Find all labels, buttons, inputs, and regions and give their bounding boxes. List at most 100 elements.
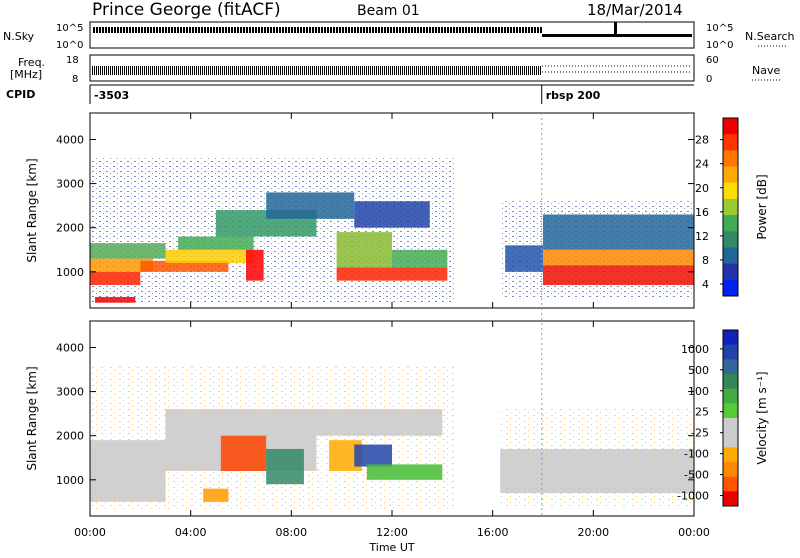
velocity-y-tick-label: 3000 [56, 386, 84, 399]
velocity-colorbar-swatch [723, 344, 738, 360]
power-panel: 1000 2000 3000 4000 Slant Range [km] 28 24 20 16… [25, 112, 769, 309]
velocity-colorbar-swatch [723, 462, 738, 478]
power-y-tick-label: 3000 [56, 178, 84, 191]
nsearch-trace [542, 34, 692, 37]
station-title: Prince George (fitACF) [92, 0, 281, 20]
freq-unit: [MHz] [10, 68, 42, 81]
power-echo-region [178, 236, 254, 250]
velocity-colorbar-swatch [723, 432, 738, 448]
power-colorbar-swatch [723, 166, 738, 184]
velocity-colorbar-tick-label: -500 [684, 469, 709, 482]
cpid-segment-label: -3503 [94, 89, 129, 102]
freq-label: Freq. [18, 56, 45, 69]
power-colorbar-tick-label: 20 [695, 182, 709, 195]
power-y-tick-label: 1000 [56, 266, 84, 279]
velocity-colorbar-tick-label: 100 [688, 385, 709, 398]
power-colorbar-tick-label: 16 [695, 206, 709, 219]
velocity-x-tick-label: 08:00 [275, 526, 307, 539]
cpid-segments: -3503 rbsp 200 [89, 85, 601, 104]
date-title: 18/Mar/2014 [587, 1, 683, 19]
power-colorbar-tick-label: 24 [695, 158, 709, 171]
power-echo-region [90, 243, 166, 259]
velocity-colorbar-tick-label: -1000 [677, 490, 709, 503]
power-colorbar-swatch [723, 198, 738, 216]
power-echo-region [336, 232, 392, 268]
velocity-x-tick-label: 20:00 [577, 526, 609, 539]
velocity-echo-region [366, 464, 443, 480]
power-colorbar-swatch [723, 215, 738, 232]
velocity-colorbar-tick-label: 25 [695, 406, 709, 419]
freq-trace [92, 66, 542, 75]
velocity-colorbar-tick-label: -25 [691, 427, 709, 440]
velocity-y-tick-label: 1000 [56, 474, 84, 487]
nsky-label: N.Sky [3, 30, 35, 43]
velocity-echo-region [203, 488, 229, 502]
power-echo-region [90, 271, 141, 286]
nave-tick-bottom: 0 [706, 74, 712, 85]
power-colorbar-swatch [723, 263, 738, 281]
power-colorbar-tick-label: 12 [695, 230, 709, 243]
power-echo-region [336, 267, 448, 281]
power-echo-region [543, 265, 694, 286]
velocity-x-tick-label: 12:00 [376, 526, 408, 539]
freq-tick-top: 18 [66, 55, 79, 66]
power-echo-region [543, 249, 694, 266]
nsky-tick-bottom: 10^0 [56, 40, 83, 51]
velocity-echo-region [500, 448, 694, 494]
velocity-colorbar-swatch [723, 330, 738, 346]
velocity-colorbar-swatch [723, 491, 738, 507]
velocity-y-axis-label: Slant Range [km] [25, 366, 39, 470]
heatmap-panels: 1000 2000 3000 4000 Slant Range [km] 28 24 20 16… [25, 112, 769, 539]
power-echo-region [354, 201, 430, 228]
cpid-segment-label: rbsp 200 [546, 89, 601, 102]
velocity-y-tick-label: 4000 [56, 341, 84, 354]
velocity-colorbar-swatch [723, 476, 738, 492]
power-y-tick-label: 4000 [56, 133, 84, 146]
power-colorbar-tick-label: 28 [695, 134, 709, 147]
power-echo-region [543, 214, 694, 250]
power-y-tick-label: 2000 [56, 222, 84, 235]
velocity-echo-region [220, 435, 267, 471]
power-colorbar-swatch [723, 150, 738, 168]
velocity-colorbar-label: Velocity [m s⁻¹] [755, 371, 769, 464]
velocity-colorbar-tick-label: -100 [684, 448, 709, 461]
power-echo-region [140, 260, 229, 272]
power-colorbar-swatch [723, 247, 738, 265]
power-echo-region [266, 192, 355, 219]
velocity-colorbar-swatch [723, 359, 738, 375]
velocity-x-tick-label: 00:00 [74, 526, 106, 539]
power-colorbar-swatch [723, 279, 738, 297]
nsky-tick-top: 10^5 [56, 23, 83, 34]
power-colorbar-swatch [723, 182, 738, 200]
velocity-x-tick-label: 16:00 [477, 526, 509, 539]
nsearch-label: N.Search [745, 30, 795, 43]
velocity-panel: 1000 2000 3000 4000 00:00 04:00 08:00 12:00 16:0… [25, 320, 769, 539]
nsky-panel [89, 21, 695, 49]
velocity-colorbar-tick-label: 1000 [681, 343, 709, 356]
freq-panel [89, 54, 695, 82]
beam-title: Beam 01 [357, 3, 420, 19]
power-echo-region [392, 249, 448, 268]
power-colorbar-swatch [723, 134, 738, 151]
nave-label: Nave [752, 64, 780, 77]
velocity-colorbar-frame [722, 329, 739, 507]
cpid-label: CPID [6, 88, 35, 101]
nsky-spike [614, 22, 617, 34]
velocity-colorbar-tick-label: 500 [688, 364, 709, 377]
x-axis-label: Time UT [368, 541, 414, 554]
velocity-colorbar-swatch [723, 418, 738, 434]
velocity-colorbar-swatch [723, 403, 738, 419]
power-colorbar-swatch [723, 231, 738, 248]
velocity-echo-region [90, 440, 166, 502]
nsearch-tick-bottom: 10^0 [706, 40, 733, 51]
power-echo-region [95, 296, 136, 303]
nave-tick-top: 60 [706, 55, 719, 66]
power-colorbar-tick-label: 4 [702, 278, 709, 291]
velocity-colorbar-swatch [723, 388, 738, 404]
velocity-y-tick-label: 2000 [56, 430, 84, 443]
velocity-echo-region [316, 409, 443, 436]
power-colorbar-tick-label: 8 [702, 254, 709, 267]
nsky-trace [92, 27, 542, 39]
